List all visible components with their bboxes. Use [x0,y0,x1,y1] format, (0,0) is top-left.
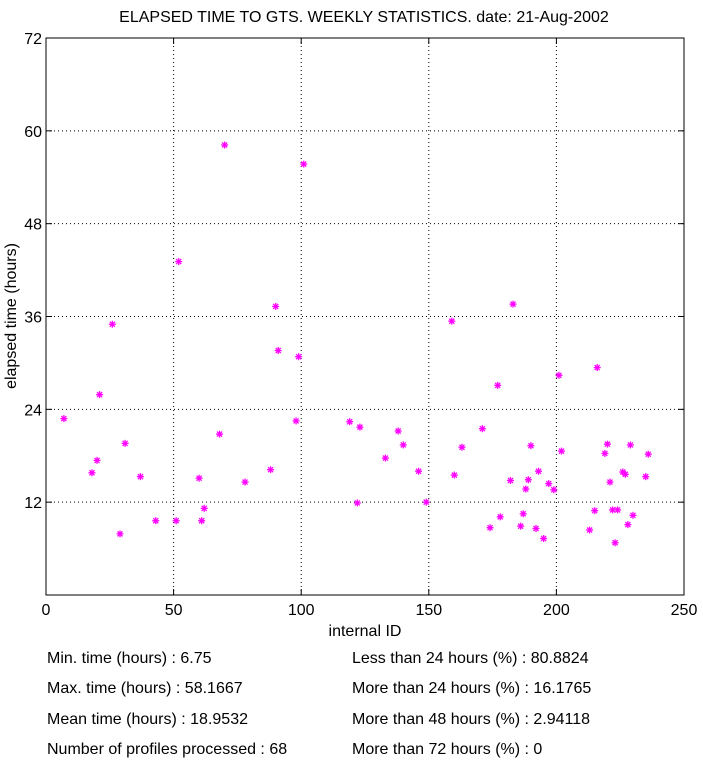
x-tick-label: 50 [165,602,183,619]
data-point [458,443,466,451]
data-point [545,480,553,488]
profiles-count-text: Number of profiles processed : 68 [47,741,288,758]
data-point [221,141,229,149]
data-point [198,517,206,525]
data-point [353,499,361,507]
data-point [152,517,160,525]
max-time-text: Max. time (hours) : 58.1667 [47,680,243,697]
y-tick-label: 72 [24,31,42,48]
data-point [524,476,532,484]
data-point [626,441,634,449]
data-point [60,415,68,423]
data-point [88,469,96,477]
min-time-text: Min. time (hours) : 6.75 [47,650,212,667]
data-point [93,456,101,464]
data-point [399,441,407,449]
more-than-24-text: More than 24 hours (%) : 16.1765 [352,680,592,697]
y-axis-label: elapsed time (hours) [3,243,20,389]
data-point [295,353,303,361]
plot-area [45,37,685,596]
data-point [486,524,494,532]
data-point [200,504,208,512]
y-tick-label: 36 [24,310,42,327]
data-point [522,485,530,493]
x-tick-label: 150 [415,602,442,619]
data-points [60,141,652,547]
data-point [292,417,300,425]
x-axis: 0 50 100 150 200 250 [42,38,698,619]
x-tick-label: 100 [288,602,315,619]
data-point [603,440,611,448]
data-point [136,473,144,481]
data-point [381,454,389,462]
mean-time-text: Mean time (hours) : 18.9532 [47,711,248,728]
data-point [591,507,599,515]
data-point [415,467,423,475]
data-point [274,347,282,355]
x-axis-label: internal ID [329,623,402,640]
data-point [450,471,458,479]
data-point [172,517,180,525]
data-point [527,442,535,450]
data-point [517,522,525,530]
data-point [506,477,514,485]
data-point [593,364,601,372]
x-tick-label: 250 [671,602,698,619]
y-tick-label: 12 [24,495,42,512]
data-point [586,526,594,534]
data-point [108,320,116,328]
data-point [532,524,540,532]
data-point [535,467,543,475]
y-tick-label: 60 [24,124,42,141]
y-tick-label: 48 [24,217,42,234]
data-point [614,506,622,514]
data-point [550,486,558,494]
data-point [346,418,354,426]
data-point [494,381,502,389]
data-point [267,466,275,474]
data-point [601,449,609,457]
data-point [422,498,430,506]
data-point [448,317,456,325]
data-point [496,513,504,521]
data-point [621,470,629,478]
data-point [609,506,617,514]
data-point [642,473,650,481]
data-point [624,521,632,529]
data-point [195,474,203,482]
data-point [644,450,652,458]
data-point [558,447,566,455]
more-than-72-text: More than 72 hours (%) : 0 [352,741,543,758]
data-point [96,391,104,399]
data-point [272,302,280,310]
more-than-48-text: More than 48 hours (%) : 2.94118 [352,711,591,728]
data-point [509,300,517,308]
x-tick-label: 0 [42,602,51,619]
data-point [241,478,249,486]
x-tick-label: 200 [543,602,570,619]
data-point [555,371,563,379]
less-than-24-text: Less than 24 hours (%) : 80.8824 [352,650,589,667]
chart-title: ELAPSED TIME TO GTS. WEEKLY STATISTICS. … [119,9,609,26]
data-point [216,430,224,438]
data-point [300,160,308,168]
data-point [478,425,486,433]
data-point [356,423,364,431]
y-tick-label: 24 [24,402,42,419]
y-axis: 12 24 36 48 60 72 [24,31,684,512]
data-point [519,510,527,518]
data-point [629,511,637,519]
data-point [175,258,183,266]
data-point [394,427,402,435]
data-point [606,478,614,486]
data-point [611,539,619,547]
data-point [121,439,129,447]
scatter-chart: ELAPSED TIME TO GTS. WEEKLY STATISTICS. … [3,9,698,640]
data-point [116,530,124,538]
data-point [540,535,548,543]
